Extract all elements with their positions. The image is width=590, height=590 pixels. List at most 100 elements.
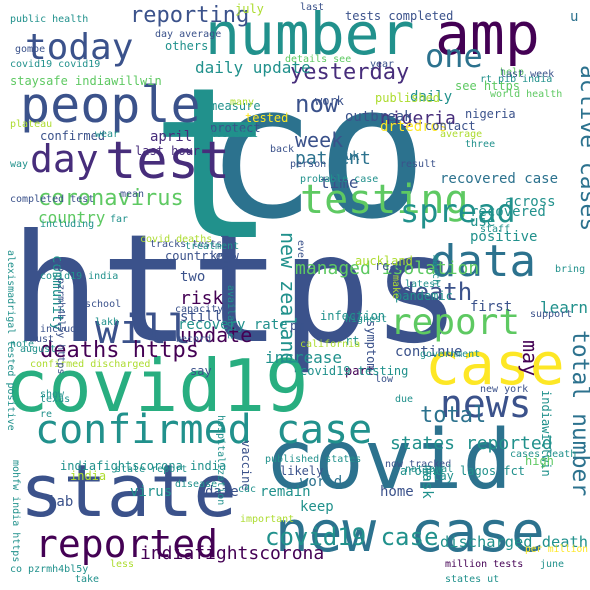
cloud-word: national (405, 464, 454, 475)
cloud-word: yesterday (290, 60, 410, 85)
cloud-word: nigeria (380, 108, 456, 129)
cloud-word: capacity (175, 304, 224, 315)
cloud-word: make (390, 275, 401, 300)
cloud-word: tests completed (345, 9, 454, 23)
cloud-word: now tracked (385, 459, 452, 470)
cloud-word: wear (95, 129, 120, 140)
cloud-word: number (205, 0, 415, 68)
cloud-word: total (420, 403, 487, 428)
cloud-word: state report (115, 464, 188, 475)
cloud-word: world health (490, 89, 563, 100)
cloud-word: new case (275, 500, 545, 565)
cloud-word: one (425, 37, 483, 75)
cloud-word: include (40, 324, 83, 335)
cloud-word: death (400, 278, 473, 306)
cloud-word: result (400, 159, 437, 170)
cloud-word: part (345, 364, 374, 378)
cloud-word: record (175, 334, 212, 345)
cloud-word: indiafightscorona (140, 543, 325, 564)
cloud-word: staysafe indiawillwin (10, 74, 162, 88)
cloud-word: use (470, 214, 496, 230)
cloud-word: positive (470, 229, 538, 245)
cloud-word: low (375, 374, 394, 385)
cloud-word: public health (10, 14, 89, 25)
cloud-word: mohfw india https (10, 460, 21, 563)
cloud-word: around (400, 464, 444, 478)
cloud-word: latest (405, 279, 442, 290)
cloud-word: gombe (15, 44, 46, 55)
cloud-word: daily update (195, 58, 311, 77)
cloud-word: others (165, 39, 209, 53)
cloud-word: today (25, 27, 134, 68)
cloud-word: important (240, 514, 295, 525)
cloud-word: time (320, 173, 359, 192)
cloud-word: virus (130, 484, 173, 500)
cloud-word: covid19 india (40, 271, 119, 282)
cloud-word: recovery rate (178, 317, 288, 333)
cloud-word: two (180, 269, 206, 285)
cloud-word: lagos fct (460, 464, 526, 478)
cloud-word: june (540, 559, 565, 570)
cloud-word: week (295, 128, 344, 152)
cloud-word: cdc (238, 484, 257, 495)
cloud-word: contact (425, 119, 476, 133)
cloud-word: nigeria (465, 107, 516, 121)
cloud-word: highest (345, 314, 388, 325)
cloud-word: patient (295, 148, 371, 169)
cloud-word: spread (400, 192, 516, 230)
cloud-word: auckland (355, 254, 413, 268)
cloud-word: indiafightscorona india (60, 459, 227, 473)
cloud-word: increase (265, 348, 343, 367)
cloud-word: learn (540, 298, 588, 317)
cloud-word: data (430, 236, 536, 287)
cloud-word: test (105, 131, 231, 191)
cloud-word: rt (345, 334, 360, 348)
cloud-word: coronavirus (38, 186, 184, 211)
cloud-word: pandemic (395, 289, 453, 303)
cloud-word: people (20, 76, 201, 134)
cloud-word: day average (155, 29, 222, 40)
cloud-word: hospital (210, 129, 259, 140)
cloud-word: mean (120, 189, 145, 200)
cloud-word: last week (500, 69, 555, 80)
cloud-word: re (40, 409, 53, 420)
cloud-word: read (375, 259, 404, 273)
cloud-word: now (295, 90, 339, 118)
cloud-word: published states (265, 454, 362, 465)
cloud-word: may (518, 340, 542, 377)
cloud-word: t (150, 42, 277, 287)
cloud-word: confirmed discharged (30, 359, 151, 370)
cloud-word: government (420, 349, 481, 360)
cloud-word: must (30, 334, 55, 345)
cloud-word: recovered (470, 204, 546, 220)
cloud-word: active cases (575, 65, 590, 232)
cloud-word: confirmed (40, 129, 106, 143)
cloud-word: see https (455, 79, 521, 93)
cloud-word: year (370, 59, 395, 70)
cloud-word: news (440, 382, 532, 426)
cloud-word: recovered case (440, 171, 559, 187)
cloud-word: covid (265, 413, 512, 508)
cloud-word: covid19 (5, 344, 309, 428)
cloud-word: co pzrmh4bl5y (10, 564, 89, 575)
cloud-word: daily (410, 89, 453, 105)
cloud-word: confirmed case (35, 407, 373, 453)
cloud-word: hospitalization (215, 415, 226, 506)
cloud-word: far (110, 214, 129, 225)
cloud-word: tracks tests (150, 239, 223, 250)
cloud-word: covid19 covid19 (10, 59, 101, 70)
cloud-word: cases death (510, 449, 577, 460)
cloud-word: available (225, 285, 236, 340)
cloud-word: work (315, 94, 344, 108)
cloud-word: high (525, 454, 554, 468)
cloud-word: drtedros (380, 119, 448, 135)
cloud-word: pm (290, 319, 305, 333)
cloud-word: many (230, 97, 255, 108)
cloud-word: case (425, 330, 565, 398)
cloud-word: likely (280, 464, 324, 478)
cloud-word: co (205, 44, 428, 260)
cloud-word: probable case (300, 174, 379, 185)
cloud-word: less (110, 559, 135, 570)
cloud-word: reporting (130, 3, 250, 28)
